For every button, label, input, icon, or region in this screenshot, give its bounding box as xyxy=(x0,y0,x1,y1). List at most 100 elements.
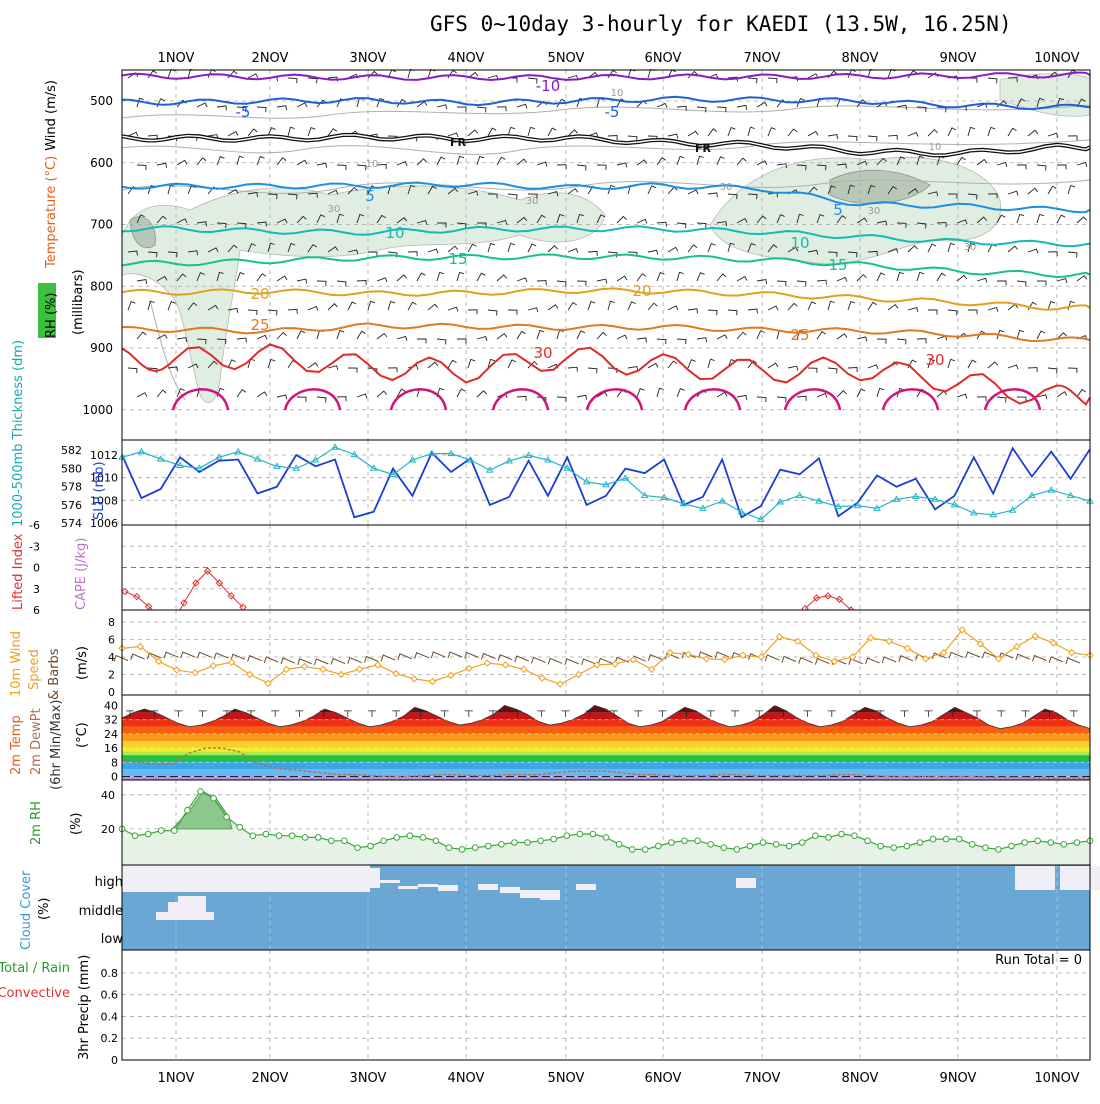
axis-label-2m-temp: 2m Temp xyxy=(9,715,24,775)
wind-barb xyxy=(427,185,437,195)
li-point xyxy=(122,587,129,596)
wind-barb xyxy=(696,337,707,343)
wind-barb xyxy=(1067,135,1078,141)
wind-barb xyxy=(656,272,665,282)
contour-label: FR xyxy=(450,136,467,149)
wind-barb xyxy=(747,77,758,84)
wind-barb xyxy=(296,278,308,284)
cloud-level-label: low xyxy=(101,932,124,947)
wind-barb xyxy=(507,126,516,137)
contour-label: 20 xyxy=(250,285,269,303)
wind-barb xyxy=(396,274,408,282)
surface-wind-barb xyxy=(163,651,179,659)
rh-point xyxy=(812,832,819,840)
wind-barb xyxy=(727,309,738,316)
wind-barb xyxy=(796,280,807,287)
date-label-top: 4NOV xyxy=(448,51,485,66)
wind-barb xyxy=(267,309,278,316)
wind-barb xyxy=(167,301,176,311)
wind-barb xyxy=(807,186,818,195)
y-tick-left: 582 xyxy=(61,444,82,457)
y-tick-label: 500 xyxy=(90,94,113,108)
wind-barb xyxy=(956,393,968,399)
surface-wind-barb xyxy=(230,653,246,661)
date-label-bottom: 4NOV xyxy=(448,1071,485,1086)
minmax-marker xyxy=(779,710,788,717)
wind-barb xyxy=(967,77,978,83)
wind-barb xyxy=(547,304,559,311)
wind-barb xyxy=(176,273,187,282)
rh-point xyxy=(184,806,191,814)
temp-contour-fr-inner xyxy=(121,134,1091,157)
wind-barb xyxy=(456,222,467,229)
wind-barb xyxy=(896,387,905,398)
axis-label-thickness: 1000-500mb Thickness (dm) xyxy=(11,340,26,527)
wind-barb xyxy=(367,300,376,311)
wind-barb xyxy=(167,251,178,258)
wind-barb xyxy=(687,359,696,369)
wind-barb xyxy=(747,193,758,200)
wind-barb xyxy=(356,280,367,286)
wind-speed-point xyxy=(720,655,729,664)
wind-barb xyxy=(156,98,165,108)
thickness-point xyxy=(156,455,165,462)
wind-barb xyxy=(927,243,937,253)
wind-barb xyxy=(916,338,927,344)
wind-speed-point xyxy=(848,653,857,661)
wind-speed-point xyxy=(647,665,656,674)
wind-barb xyxy=(956,156,966,166)
rh-point xyxy=(380,837,387,845)
wind-barb xyxy=(467,358,476,369)
axis-label-cloud-cover: Cloud Cover xyxy=(19,870,34,950)
minmax-marker xyxy=(126,710,134,717)
surface-wind-barb xyxy=(848,658,863,665)
temp-band xyxy=(122,762,1090,770)
wind-barb xyxy=(216,105,227,111)
cloud-level-label: middle xyxy=(79,904,123,919)
wind-barb xyxy=(667,305,679,311)
minmax-marker xyxy=(803,710,812,717)
wind-barb xyxy=(696,272,705,282)
y-tick-label: 32 xyxy=(104,714,118,727)
y-tick-right: 1006 xyxy=(90,517,118,530)
wind-barb xyxy=(227,359,236,369)
rh-point xyxy=(668,839,675,846)
wind-barb xyxy=(896,271,904,282)
wind-barb xyxy=(267,127,276,137)
wind-barb xyxy=(767,127,776,137)
temp-contour-35 xyxy=(171,388,230,411)
wind-barb xyxy=(236,155,244,166)
wind-barb xyxy=(656,156,667,166)
surface-wind-barb xyxy=(798,657,813,664)
thickness-point xyxy=(427,449,436,457)
contour-label: -10 xyxy=(536,77,561,95)
rh-point xyxy=(851,832,858,840)
thickness-point xyxy=(253,455,262,462)
wind-barb xyxy=(487,309,498,316)
wind-barb xyxy=(656,387,664,398)
wind-barb xyxy=(387,367,398,373)
y-tick-label: -6 xyxy=(29,519,40,532)
wind-barb xyxy=(867,250,878,256)
thickness-point xyxy=(505,457,514,464)
li-point xyxy=(812,594,821,602)
rh-point xyxy=(314,834,322,841)
wind-barb xyxy=(187,363,199,369)
wind-barb xyxy=(856,388,866,398)
y-tick-left: 578 xyxy=(61,481,82,494)
wind-speed-point xyxy=(538,674,546,682)
wind-barb xyxy=(967,126,975,137)
axis-label-total-rain: Total / Rain xyxy=(0,961,70,976)
y-tick-label: 1000 xyxy=(82,403,113,417)
wind-barb xyxy=(596,331,607,340)
wind-barb xyxy=(307,362,319,369)
wind-barb xyxy=(907,307,919,313)
li-point xyxy=(133,592,141,601)
wind-barb xyxy=(516,277,528,283)
wind-barb xyxy=(356,97,364,108)
rh-area xyxy=(122,791,1090,865)
wind-barb xyxy=(516,103,528,109)
thickness-point xyxy=(718,497,727,504)
y-tick-label: 0.6 xyxy=(101,989,119,1002)
temp-band xyxy=(122,755,1090,763)
